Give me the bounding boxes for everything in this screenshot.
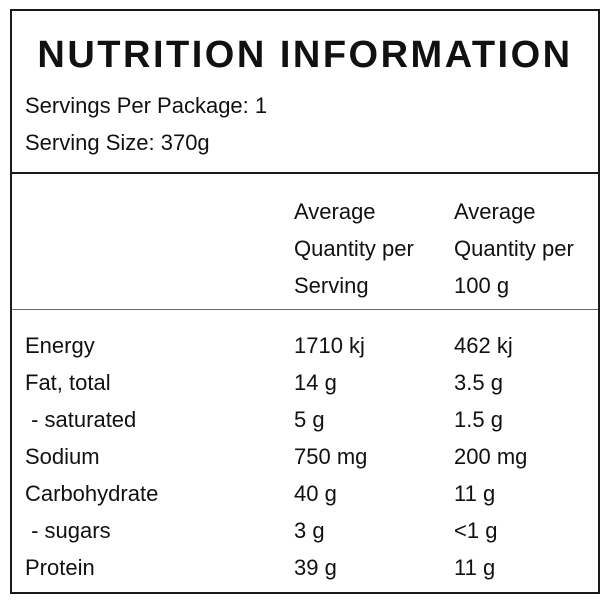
nutrition-panel: NUTRITION INFORMATION Servings Per Packa… bbox=[10, 9, 600, 594]
per-100g-value: 1.5 g bbox=[454, 407, 503, 432]
nutrient-row-sugars: - sugars 3 g <1 g bbox=[25, 512, 595, 549]
per-serving-value: 1710 kj bbox=[294, 333, 365, 358]
per-serving-value: 3 g bbox=[294, 518, 325, 543]
nutrient-row-carbohydrate: Carbohydrate 40 g 11 g bbox=[25, 475, 595, 512]
column-header-line: Quantity per bbox=[454, 236, 574, 261]
column-header-line: Serving bbox=[294, 273, 369, 298]
per-100g-value: 11 g bbox=[454, 555, 496, 580]
column-header-per-100g: Average Quantity per 100 g bbox=[454, 193, 574, 304]
per-serving-value: 750 mg bbox=[294, 444, 368, 469]
nutrient-name: Carbohydrate bbox=[25, 481, 159, 506]
column-header-line: Quantity per bbox=[294, 236, 414, 261]
nutrient-name: Fat, total bbox=[25, 370, 111, 395]
column-header-line: 100 g bbox=[454, 273, 510, 298]
per-100g-value: <1 g bbox=[454, 518, 498, 543]
nutrient-row-energy: Energy 1710 kj 462 kj bbox=[25, 327, 595, 364]
nutrient-table: Energy 1710 kj 462 kj Fat, total 14 g 3.… bbox=[25, 327, 595, 586]
per-100g-value: 3.5 g bbox=[454, 370, 503, 395]
nutrient-row-protein: Protein 39 g 11 g bbox=[25, 549, 595, 586]
panel-title: NUTRITION INFORMATION bbox=[37, 34, 573, 76]
nutrient-name: - sugars bbox=[25, 518, 111, 543]
nutrient-name: Energy bbox=[25, 333, 95, 358]
nutrient-row-saturated: - saturated 5 g 1.5 g bbox=[25, 401, 595, 438]
nutrient-name: Sodium bbox=[25, 444, 100, 469]
per-serving-value: 5 g bbox=[294, 407, 325, 432]
serving-size: Serving Size: 370g bbox=[25, 130, 210, 155]
column-header-line: Average bbox=[294, 199, 376, 224]
per-100g-value: 200 mg bbox=[454, 444, 528, 469]
nutrient-name: Protein bbox=[25, 555, 95, 580]
header-divider bbox=[12, 172, 598, 174]
servings-per-package: Servings Per Package: 1 bbox=[25, 93, 268, 118]
per-100g-value: 11 g bbox=[454, 481, 496, 506]
table-divider bbox=[12, 309, 598, 310]
nutrient-row-sodium: Sodium 750 mg 200 mg bbox=[25, 438, 595, 475]
nutrient-row-fat-total: Fat, total 14 g 3.5 g bbox=[25, 364, 595, 401]
nutrient-name: - saturated bbox=[25, 407, 137, 432]
per-serving-value: 40 g bbox=[294, 481, 337, 506]
column-header-per-serving: Average Quantity per Serving bbox=[294, 193, 414, 304]
per-100g-value: 462 kj bbox=[454, 333, 513, 358]
per-serving-value: 14 g bbox=[294, 370, 337, 395]
column-header-line: Average bbox=[454, 199, 536, 224]
per-serving-value: 39 g bbox=[294, 555, 337, 580]
